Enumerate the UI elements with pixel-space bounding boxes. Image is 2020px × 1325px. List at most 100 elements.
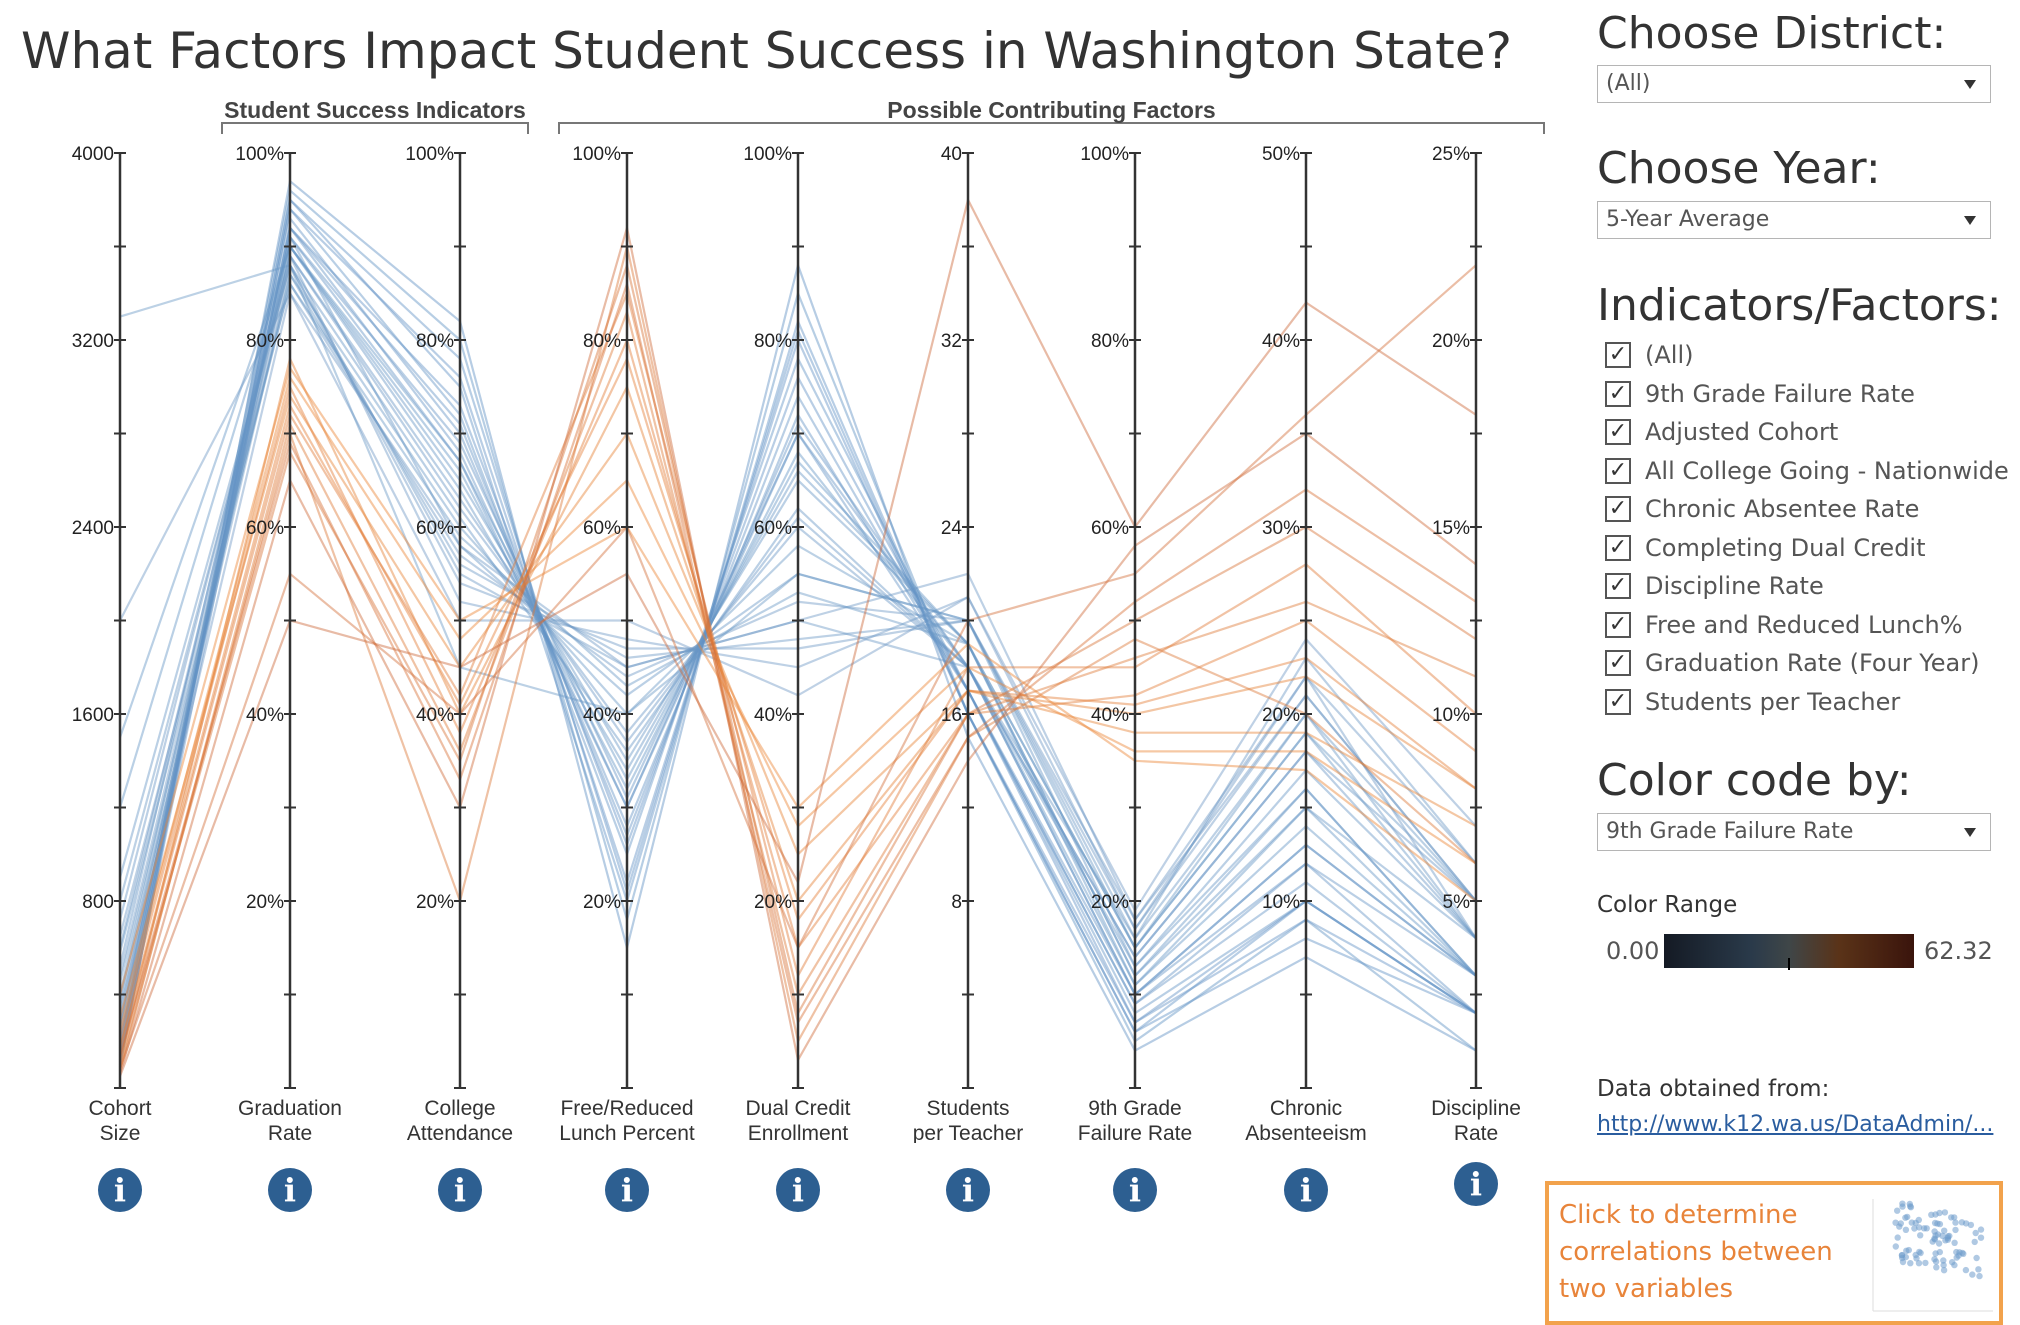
axis-tick-label: 8 [951, 892, 962, 913]
axis-tick-label: 80% [416, 331, 454, 352]
info-icon[interactable]: i [1113, 1168, 1157, 1212]
color-range-label: Color Range [1597, 892, 1738, 918]
axis-label: Free/Reduced [560, 1097, 693, 1120]
chevron-down-icon [1964, 216, 1976, 225]
indicator-checkbox[interactable]: ✓ (All) [1605, 338, 1693, 372]
indicator-checkbox[interactable]: ✓ All College Going - Nationwide [1605, 454, 2009, 488]
indicator-label: Graduation Rate (Four Year) [1645, 649, 1980, 677]
year-heading: Choose Year: [1597, 143, 1881, 194]
indicator-checkbox[interactable]: ✓ Completing Dual Credit [1605, 531, 1926, 565]
info-icon[interactable]: i [98, 1168, 142, 1212]
axis-tick-label: 10% [1262, 892, 1300, 913]
axis-tick-label: 100% [743, 144, 792, 165]
axis-label: Graduation [238, 1097, 342, 1120]
correlation-text: Click to determine correlations between … [1559, 1200, 1833, 1304]
indicator-checkbox[interactable]: ✓ Adjusted Cohort [1605, 415, 1838, 449]
axis-tick-label: 4000 [72, 144, 114, 165]
checkmark-icon: ✓ [1605, 573, 1631, 599]
year-value: 5-Year Average [1606, 207, 1770, 232]
scatter-thumbnail-icon [1872, 1199, 1993, 1312]
checkmark-icon: ✓ [1605, 688, 1631, 715]
axis-label: Lunch Percent [559, 1122, 695, 1143]
axis-tick-label: 60% [1091, 518, 1129, 539]
axis-label: per Teacher [913, 1122, 1024, 1143]
axis-label: Rate [1454, 1122, 1498, 1143]
axis-tick-label: 16 [941, 705, 962, 726]
group-label: Possible Contributing Factors [887, 98, 1215, 123]
axis-tick-label: 40% [416, 705, 454, 726]
axis-tick-label: 20% [1262, 705, 1300, 726]
indicator-label: Chronic Absentee Rate [1645, 495, 1920, 523]
district-dropdown[interactable]: (All) [1597, 65, 1991, 103]
info-icon[interactable]: i [1454, 1162, 1498, 1206]
parallel-coordinates-chart: Student Success Indicators Possible Contr… [72, 98, 1545, 1143]
group-bracket: Possible Contributing Factors [558, 98, 1545, 134]
indicator-checkbox[interactable]: ✓ Graduation Rate (Four Year) [1605, 646, 1979, 680]
data-source-link[interactable]: http://www.k12.wa.us/DataAdmin/... [1597, 1112, 1994, 1137]
indicator-checkbox[interactable]: ✓ Discipline Rate [1605, 569, 1824, 603]
indicators-heading: Indicators/Factors: [1597, 280, 2002, 331]
axis-tick-label: 100% [235, 144, 284, 165]
info-icon[interactable]: i [1284, 1168, 1328, 1212]
axis-tick-label: 20% [1091, 892, 1129, 913]
axis-label: Dual Credit [745, 1097, 850, 1120]
data-source-label: Data obtained from: [1597, 1076, 1830, 1102]
colorby-dropdown[interactable]: 9th Grade Failure Rate [1597, 813, 1991, 851]
indicator-checkbox[interactable]: ✓ 9th Grade Failure Rate [1605, 377, 1915, 411]
axis-label: Cohort [88, 1097, 151, 1120]
axis-tick-label: 20% [246, 892, 284, 913]
axis-tick-label: 10% [1432, 705, 1470, 726]
year-dropdown[interactable]: 5-Year Average [1597, 201, 1991, 239]
checkmark-icon: ✓ [1605, 650, 1631, 676]
axis-tick-label: 40% [754, 705, 792, 726]
axis-tick-label: 40% [1262, 331, 1300, 352]
info-icon[interactable]: i [438, 1168, 482, 1212]
axis-tick-label: 60% [754, 518, 792, 539]
axis-tick-label: 80% [754, 331, 792, 352]
indicator-checkbox[interactable]: ✓ Chronic Absentee Rate [1605, 492, 1919, 526]
indicator-checkbox[interactable]: ✓ Students per Teacher [1605, 685, 1900, 719]
axis-tick-label: 15% [1432, 518, 1470, 539]
indicator-label: Completing Dual Credit [1645, 533, 1926, 562]
axis-label: Chronic [1270, 1097, 1342, 1120]
axis-tick-label: 100% [405, 144, 454, 165]
colorby-heading: Color code by: [1597, 755, 1912, 806]
checkmark-icon: ✓ [1605, 342, 1631, 368]
axis-tick-label: 30% [1262, 518, 1300, 539]
axis-tick-label: 800 [82, 892, 114, 913]
axis-label: Size [100, 1122, 141, 1143]
indicator-label: All College Going - Nationwide [1645, 456, 2009, 485]
checkmark-icon: ✓ [1605, 534, 1631, 561]
axis-tick-label: 60% [583, 518, 621, 539]
group-bracket: Student Success Indicators [221, 98, 529, 134]
info-icon[interactable]: i [946, 1168, 990, 1212]
indicator-label: Discipline Rate [1645, 572, 1824, 600]
info-icon[interactable]: i [268, 1168, 312, 1212]
axis-label: Failure Rate [1078, 1122, 1192, 1143]
info-icon[interactable]: i [605, 1168, 649, 1212]
district-value: (All) [1606, 71, 1651, 96]
correlation-button[interactable]: Click to determine correlations between … [1545, 1181, 2003, 1325]
axis-tick-label: 3200 [72, 331, 114, 352]
axis-tick-label: 40 [941, 144, 962, 165]
info-icon[interactable]: i [776, 1168, 820, 1212]
axis-tick-label: 50% [1262, 144, 1300, 165]
axis-label: Attendance [407, 1122, 513, 1143]
checkmark-icon: ✓ [1605, 419, 1631, 445]
axis-tick-label: 20% [754, 892, 792, 913]
page-title: What Factors Impact Student Success in W… [21, 22, 1513, 80]
axis-tick-label: 100% [1080, 144, 1129, 165]
indicator-label: (All) [1645, 341, 1694, 369]
axis-tick-label: 40% [246, 705, 284, 726]
axis-tick-label: 80% [1091, 331, 1129, 352]
axis-tick-label: 20% [583, 892, 621, 913]
axis-label: Absenteeism [1245, 1122, 1366, 1143]
color-range-min: 0.00 [1606, 937, 1660, 965]
axis-label: College [424, 1097, 495, 1120]
axis-tick-label: 40% [1091, 705, 1129, 726]
indicator-checkbox[interactable]: ✓ Free and Reduced Lunch% [1605, 608, 1963, 642]
